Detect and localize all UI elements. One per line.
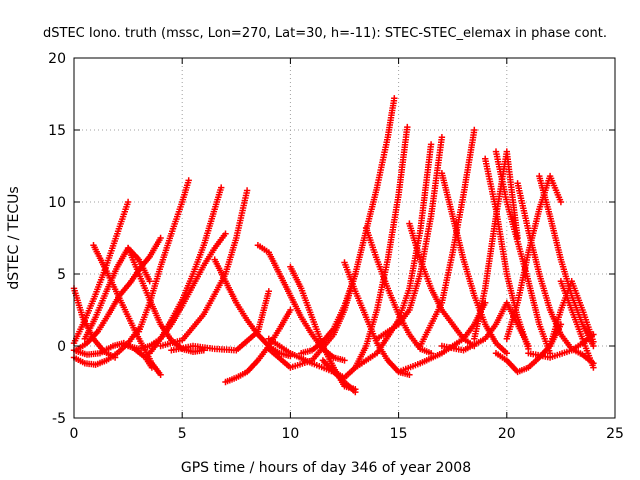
series-14-markers xyxy=(222,306,294,386)
y-tick-label: 20 xyxy=(48,51,66,67)
series-27-markers xyxy=(417,126,478,350)
series-35-markers xyxy=(514,180,597,367)
x-axis-label: GPS time / hours of day 346 of year 2008 xyxy=(181,460,471,476)
series-39 xyxy=(525,331,597,361)
data-marks xyxy=(70,95,597,396)
chart-title: dSTEC Iono. truth (mssc, Lon=270, Lat=30… xyxy=(43,26,607,41)
plot-frame xyxy=(73,57,616,419)
y-tick-label: 15 xyxy=(48,123,66,139)
series-27 xyxy=(417,126,478,350)
x-tick-label: 0 xyxy=(70,426,79,442)
x-tick-label: 10 xyxy=(281,426,299,442)
series-11 xyxy=(157,187,251,350)
series-35 xyxy=(514,180,597,367)
y-tick-label: 0 xyxy=(57,339,66,355)
series-9-markers xyxy=(135,177,192,335)
series-11-markers xyxy=(157,187,251,350)
series-28-markers xyxy=(438,170,510,357)
y-tick-label: 10 xyxy=(48,195,66,211)
x-tick-label: 25 xyxy=(606,426,624,442)
series-37-markers xyxy=(546,278,597,350)
y-axis-label: dSTEC / TECUs xyxy=(6,186,22,289)
series-32 xyxy=(492,148,554,357)
series-38-markers xyxy=(557,278,597,371)
series-38 xyxy=(557,278,597,371)
series-14 xyxy=(222,306,294,386)
series-10 xyxy=(146,184,225,357)
series-16-markers xyxy=(265,270,359,371)
series-39-markers xyxy=(525,331,597,361)
y-tick-label: 5 xyxy=(57,267,66,283)
series-32-markers xyxy=(492,148,554,357)
series-20 xyxy=(319,123,411,381)
series-16 xyxy=(265,270,359,371)
series-20-markers xyxy=(319,123,411,381)
series-37 xyxy=(546,278,597,350)
series-9 xyxy=(135,177,192,335)
x-tick-label: 15 xyxy=(390,426,408,442)
series-10-markers xyxy=(146,184,225,357)
y-tick-label: -5 xyxy=(52,411,66,427)
series-28 xyxy=(438,170,510,357)
x-tick-label: 5 xyxy=(178,426,187,442)
x-tick-label: 20 xyxy=(498,426,516,442)
